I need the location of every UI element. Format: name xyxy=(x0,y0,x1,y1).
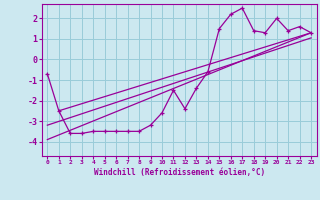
X-axis label: Windchill (Refroidissement éolien,°C): Windchill (Refroidissement éolien,°C) xyxy=(94,168,265,177)
